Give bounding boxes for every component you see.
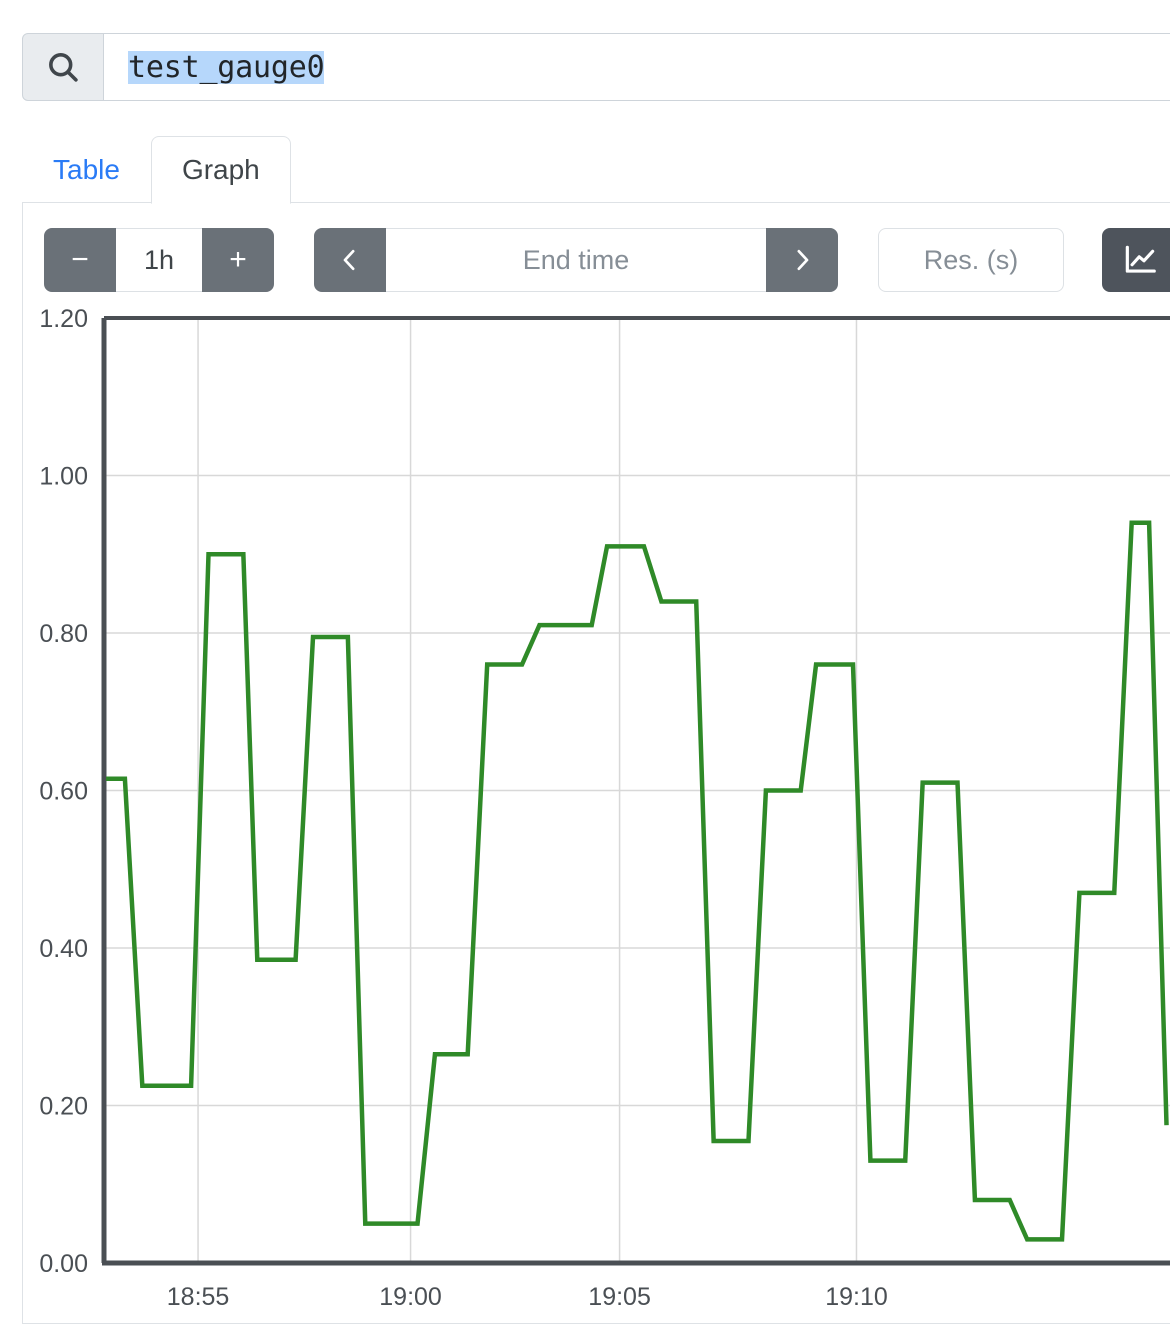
range-input-group: − 1h + xyxy=(44,228,274,292)
search-icon xyxy=(22,33,104,101)
graph-chart: 0.00 0.20 0.40 0.60 0.80 1.00 1.20 18:55 19:00 19… xyxy=(22,300,1170,1324)
end-time-input-group: End time xyxy=(314,228,838,292)
tab-table[interactable]: Table xyxy=(53,154,120,185)
resolution-input[interactable]: Res. (s) xyxy=(878,228,1064,292)
chevron-right-icon xyxy=(797,249,809,271)
view-tabs: Table Graph xyxy=(22,133,291,204)
series-line xyxy=(106,520,1169,1242)
chart-type-button[interactable] xyxy=(1102,228,1170,292)
line-chart-icon xyxy=(1125,245,1156,273)
next-time-button[interactable] xyxy=(766,228,838,292)
previous-time-button[interactable] xyxy=(314,228,386,292)
y-axis-tick-label: 0.60 xyxy=(39,778,88,806)
y-axis-tick-label: 0.80 xyxy=(39,620,88,648)
graph-tab-panel xyxy=(22,202,1170,1324)
expression-input[interactable]: test_gauge0 xyxy=(104,33,1170,101)
expression-input-value: test_gauge0 xyxy=(128,49,325,85)
graph-controls-toolbar: − 1h + End time Res. (s) xyxy=(44,228,1170,292)
x-axis-tick-label: 19:05 xyxy=(588,1283,651,1311)
decrease-range-button[interactable]: − xyxy=(44,228,116,292)
x-axis-tick-label: 19:00 xyxy=(379,1283,442,1311)
toolbar-spacer-2 xyxy=(838,228,878,292)
y-axis-tick-label: 0.40 xyxy=(39,935,88,963)
x-axis-tick-label: 19:10 xyxy=(825,1283,888,1311)
y-axis-tick-label: 1.00 xyxy=(39,463,88,491)
y-axis-tick-label: 0.20 xyxy=(39,1093,88,1121)
graph-svg: 0.00 0.20 0.40 0.60 0.80 1.00 1.20 18:55 19:00 19… xyxy=(39,305,1170,1311)
increase-range-button[interactable]: + xyxy=(202,228,274,292)
y-axis-tick-label: 1.20 xyxy=(39,305,88,333)
tab-graph[interactable]: Graph xyxy=(150,136,291,204)
y-axis-tick-label: 0.00 xyxy=(39,1250,88,1278)
toolbar-spacer-1 xyxy=(274,228,314,292)
x-axis-tick-label: 18:55 xyxy=(167,1283,230,1311)
expression-search-bar: test_gauge0 xyxy=(22,33,1170,101)
end-time-input[interactable]: End time xyxy=(386,228,766,292)
range-input[interactable]: 1h xyxy=(116,228,202,292)
chevron-left-icon xyxy=(343,249,355,271)
